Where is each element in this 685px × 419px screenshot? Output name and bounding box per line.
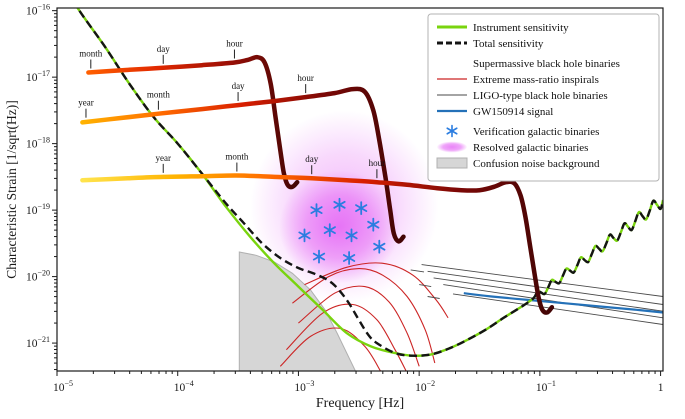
svg-text:hour: hour — [369, 158, 386, 168]
plot-area — [76, 8, 663, 371]
legend: Instrument sensitivity Total sensitivity S… — [427, 13, 660, 182]
ligo-binary-line — [433, 277, 663, 312]
time-annotation-month: month — [225, 152, 249, 172]
time-annotation-hour: hour — [369, 158, 386, 179]
confusion-noise-region — [238, 251, 356, 371]
legend-item: Resolved galactic binaries — [437, 141, 588, 154]
ligo-binary-line — [427, 270, 663, 305]
tick-label: 10−4 — [174, 379, 194, 394]
tick-label: 10−16 — [26, 3, 50, 18]
legend-item: LIGO-type black hole binaries — [437, 90, 608, 102]
svg-text:Verification galactic binaries: Verification galactic binaries — [473, 126, 599, 138]
svg-text:year: year — [155, 153, 171, 163]
emri-line — [286, 303, 407, 371]
legend-item: Total sensitivity — [437, 38, 544, 50]
svg-text:LIGO-type black hole binaries: LIGO-type black hole binaries — [473, 90, 608, 102]
svg-text:Confusion noise background: Confusion noise background — [473, 158, 600, 170]
emri-line — [304, 262, 449, 319]
svg-text:Supermassive black hole binari: Supermassive black hole binaries — [473, 58, 620, 70]
verification-binaries-markers — [298, 197, 386, 265]
total-sensitivity-line — [76, 8, 663, 357]
svg-text:month: month — [79, 48, 103, 58]
tick-label: 10−20 — [26, 269, 50, 284]
ligo-binary-line — [427, 296, 440, 299]
tick-label: 10−18 — [26, 136, 50, 151]
ligo-binary-line — [410, 269, 425, 273]
ligo-binary-line — [419, 284, 432, 288]
ligo-binary-line — [421, 264, 663, 297]
svg-text:year: year — [78, 98, 94, 108]
x-axis-title: Frequency [Hz] — [316, 396, 404, 411]
svg-text:hour: hour — [226, 39, 243, 49]
svg-text:day: day — [157, 44, 170, 54]
tick-label: 1 — [658, 382, 664, 394]
emri-line — [292, 268, 436, 364]
svg-text:Total sensitivity: Total sensitivity — [473, 38, 544, 50]
svg-text:Extreme mass-ratio inspirals: Extreme mass-ratio inspirals — [473, 74, 599, 86]
smbh-binary-track — [86, 54, 300, 190]
tick-label: 10−2 — [415, 379, 435, 394]
time-annotation-day: day — [232, 81, 245, 102]
emri-line — [298, 285, 420, 367]
svg-text:Resolved galactic binaries: Resolved galactic binaries — [473, 142, 588, 154]
svg-text:Instrument sensitivity: Instrument sensitivity — [473, 22, 569, 34]
time-annotation-year: year — [155, 153, 171, 173]
legend-item: Supermassive black hole binaries — [437, 58, 620, 70]
time-annotation-day: day — [305, 154, 319, 175]
resolved-galactic-binaries-blob — [279, 170, 400, 284]
tick-label: 10−17 — [26, 69, 50, 84]
time-annotation-month: month — [147, 90, 171, 110]
tick-label: 10−1 — [536, 379, 556, 394]
legend-item: GW150914 signal — [437, 106, 553, 118]
tick-label: 10−5 — [53, 379, 73, 394]
svg-text:month: month — [225, 152, 249, 162]
tick-label: 10−19 — [26, 202, 50, 217]
y-axis-title: Characteristic Strain [1/sqrt(Hz)] — [4, 100, 19, 278]
svg-text:day: day — [232, 81, 245, 91]
svg-text:day: day — [305, 154, 318, 164]
svg-text:GW150914 signal: GW150914 signal — [473, 106, 553, 118]
svg-text:month: month — [147, 90, 171, 100]
gw150914-line — [463, 292, 663, 314]
svg-text:hour: hour — [297, 73, 314, 83]
time-annotation-hour: hour — [226, 39, 243, 59]
tick-label: 10−3 — [294, 379, 314, 394]
time-annotation-year: year — [78, 98, 94, 118]
legend-box — [427, 13, 660, 182]
plot-border — [56, 7, 664, 372]
legend-item: Instrument sensitivity — [437, 22, 569, 34]
time-annotation-hour: hour — [297, 73, 314, 94]
legend-item: Extreme mass-ratio inspirals — [437, 74, 599, 86]
legend-item: Confusion noise background — [436, 157, 600, 170]
time-annotation-month: month — [79, 48, 103, 69]
smbh-binary-track — [80, 86, 406, 244]
time-annotation-day: day — [157, 44, 170, 64]
smbh-binary-track — [80, 173, 555, 315]
legend-item: Verification galactic binaries — [446, 124, 599, 138]
ligo-binary-line — [452, 293, 663, 325]
tick-label: 10−21 — [26, 335, 50, 350]
